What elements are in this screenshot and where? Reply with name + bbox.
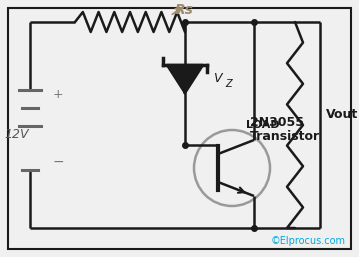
Text: Rs: Rs [175,3,194,17]
Polygon shape [167,65,203,93]
Text: +: + [53,88,63,102]
Text: Vout: Vout [326,108,358,122]
Text: ©Elprocus.com: ©Elprocus.com [271,236,346,246]
Text: 2N3055: 2N3055 [250,116,304,130]
Text: 12V: 12V [4,128,28,142]
Text: Z: Z [225,79,232,89]
Text: LOAD: LOAD [246,120,280,130]
Text: −: − [52,155,64,169]
Text: V: V [213,72,222,86]
Text: Transistor: Transistor [250,130,320,142]
